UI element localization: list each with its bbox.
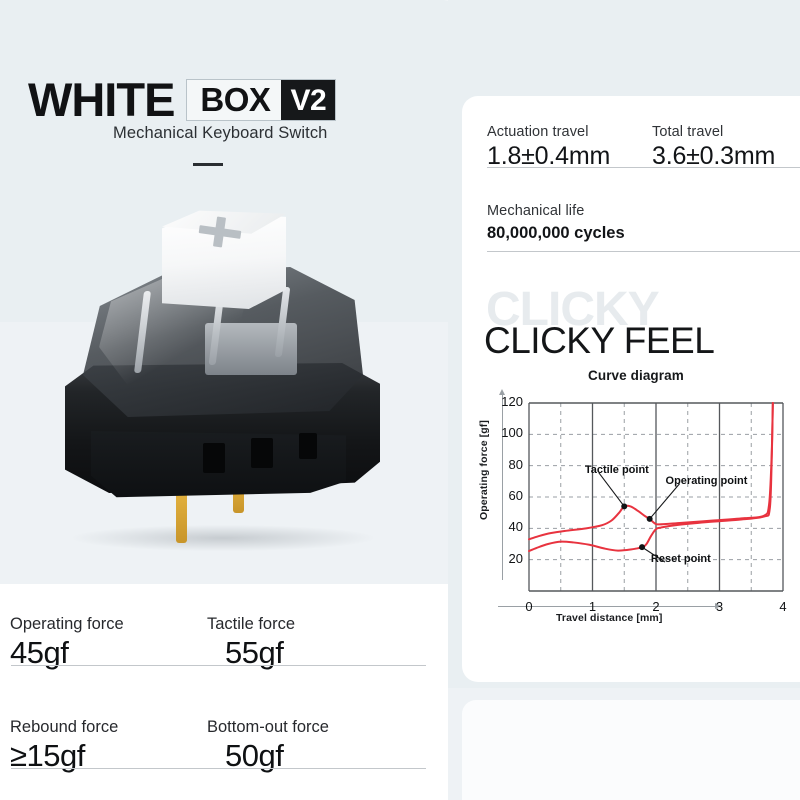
brand-word-box: BOX <box>200 80 271 118</box>
chart-annotation-label: Reset point <box>650 553 711 566</box>
curve-diagram: Curve diagram Operating force [gf] Trave… <box>470 368 800 628</box>
spec-bottom-out-force-label: Bottom-out force <box>207 718 329 736</box>
spec-operating-force-value: 45gf <box>10 635 69 670</box>
spec-bottom-out-force: Bottom-out force 50gf <box>207 718 329 774</box>
chart-title: Curve diagram <box>588 368 684 383</box>
switch-notch-c <box>299 433 317 459</box>
brand-box-badge: BOX V2 <box>186 78 337 121</box>
spec-total-travel: Total travel 3.6±0.3mm <box>652 124 775 171</box>
spec-tactile-force: Tactile force 55gf <box>207 615 295 671</box>
y-axis-tick: 20 <box>508 550 523 566</box>
spec-bottom-out-force-value: 50gf <box>225 738 284 773</box>
spec-mechanical-life-value: 80,000,000 cycles <box>487 224 625 242</box>
switch-notch-b <box>251 438 273 468</box>
x-axis-tick: 4 <box>779 599 787 614</box>
y-axis-tick: 60 <box>508 488 523 503</box>
y-axis-tick: 120 <box>501 394 523 409</box>
switch-shadow <box>73 525 373 551</box>
brand-word-white: WHITE <box>28 73 175 126</box>
spec-rebound-force-label: Rebound force <box>10 718 119 736</box>
x-axis-tick: 3 <box>715 599 724 614</box>
chart-plot-area <box>528 402 784 592</box>
chart-annotation-label: Operating point <box>665 474 748 487</box>
y-axis-label: Operating force [gf] <box>478 420 490 521</box>
y-axis-arrow <box>499 389 505 580</box>
spec-tactile-force-value: 55gf <box>225 635 284 670</box>
y-axis-tick: 40 <box>508 519 523 535</box>
brand-logo: WHITE BOX V2 <box>28 73 337 126</box>
spec-rebound-force: Rebound force ≥15gf <box>10 718 118 774</box>
spec-mechanical-life: Mechanical life 80,000,000 cycles <box>487 203 625 243</box>
chart-annotation-label: Tactile point <box>584 463 649 476</box>
spec-total-travel-label: Total travel <box>652 124 724 140</box>
spec-mechanical-life-label: Mechanical life <box>487 203 585 219</box>
spec-operating-force: Operating force 45gf <box>10 615 124 671</box>
spec-operating-force-label: Operating force <box>10 615 124 633</box>
bottom-card <box>462 700 800 800</box>
clicky-feel-heading: CLICKY FEEL <box>484 320 715 361</box>
switch-pin-left <box>176 481 187 543</box>
y-axis-tick: 80 <box>508 456 523 472</box>
spec-divider-4 <box>487 251 800 252</box>
clicky-watermark-text: CLICKY <box>486 283 660 336</box>
brand-version-badge: V2 <box>281 79 336 120</box>
spec-rebound-force-value: ≥15gf <box>10 738 85 773</box>
spec-actuation-travel-label: Actuation travel <box>487 124 589 140</box>
right-spec-card <box>462 96 800 682</box>
spec-divider-3 <box>487 167 800 168</box>
spec-actuation-travel: Actuation travel 1.8±0.4mm <box>487 124 610 171</box>
switch-product-image <box>55 195 400 595</box>
brand-divider <box>193 163 223 166</box>
x-axis-tick: 1 <box>588 599 597 614</box>
x-axis-tick: 2 <box>652 599 660 614</box>
brand-subtitle: Mechanical Keyboard Switch <box>113 124 328 142</box>
switch-notch-a <box>203 443 225 473</box>
x-axis-label: Travel distance [mm] <box>556 612 663 624</box>
spec-tactile-force-label: Tactile force <box>207 615 296 633</box>
x-axis-tick: 0 <box>525 599 533 614</box>
spec-actuation-travel-value: 1.8±0.4mm <box>487 142 611 170</box>
x-axis-arrow <box>498 603 721 609</box>
spec-divider-1 <box>11 665 426 666</box>
spec-divider-2 <box>11 768 426 769</box>
left-spec-panel <box>0 584 448 800</box>
spec-total-travel-value: 3.6±0.3mm <box>652 142 776 170</box>
y-axis-tick: 100 <box>501 425 523 441</box>
